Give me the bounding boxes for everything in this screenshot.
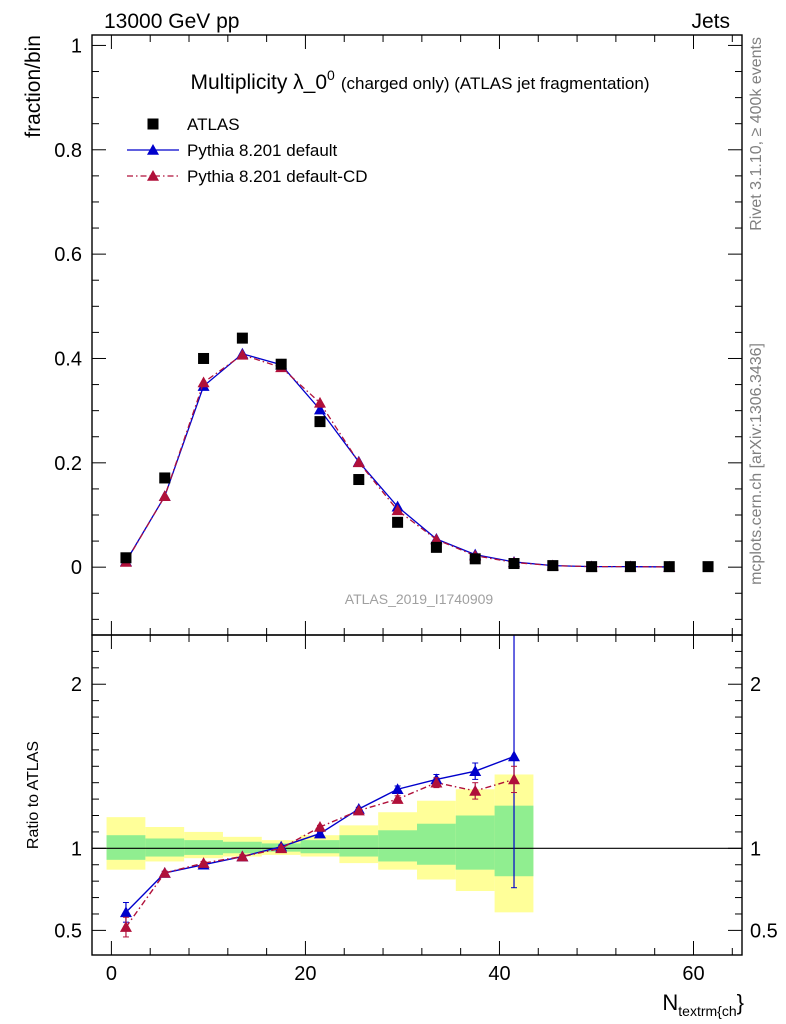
legend-label: Pythia 8.201 default <box>187 141 338 160</box>
watermark: ATLAS_2019_I1740909 <box>345 591 494 607</box>
ratio-point <box>158 866 171 878</box>
header-right: Jets <box>691 10 730 33</box>
ratio-y-tick-label-right: 1 <box>750 838 761 860</box>
ratio-point <box>508 750 521 762</box>
data-point <box>663 561 675 573</box>
title-suffix: (charged only) (ATLAS jet fragmentation) <box>341 74 650 93</box>
ratio-point <box>430 776 443 788</box>
main-plot: 0 0.2 0.4 0.6 0.8 1 ATLAS_2019_I1740909 Multi… <box>22 34 743 636</box>
ratio-point <box>508 773 521 785</box>
legend-marker <box>147 144 159 155</box>
y-tick-label: 0 <box>71 557 82 579</box>
y-tick-label: 0.6 <box>54 244 82 266</box>
plot-title: Multiplicity λ_00 (charged only) (ATLAS j… <box>191 67 650 94</box>
side-label-top: Rivet 3.1.10, ≥ 400k events <box>748 37 765 231</box>
uncertainty-band-inner <box>222 841 262 854</box>
ratio-y-tick-label-right: 2 <box>750 674 761 696</box>
x-tick-label: 0 <box>106 963 117 985</box>
uncertainty-band-inner <box>455 815 495 870</box>
data-point <box>275 358 287 370</box>
y-tick-label: 0.2 <box>54 453 82 475</box>
x-tick-label: 20 <box>294 963 316 985</box>
data-point <box>314 416 326 428</box>
uncertainty-band-inner <box>339 835 379 857</box>
ratio-point <box>352 804 365 816</box>
series-point <box>391 504 404 516</box>
series-point <box>313 396 326 408</box>
data-point <box>353 474 365 486</box>
data-point <box>586 561 598 573</box>
data-point <box>508 558 520 570</box>
series-line <box>125 354 670 568</box>
main-y-label: fraction/bin <box>22 35 45 138</box>
series-point <box>352 456 365 468</box>
data-point <box>392 516 404 528</box>
ratio-point <box>119 906 132 918</box>
data-point <box>547 560 559 572</box>
side-label-bottom: mcplots.cern.ch [arXiv:1306.3436] <box>748 343 765 585</box>
legend-label: Pythia 8.201 default-CD <box>187 167 368 186</box>
ratio-y-label: Ratio to ATLAS <box>25 741 42 849</box>
ratio-y-tick-label: 2 <box>71 674 82 696</box>
ratio-point <box>313 827 326 839</box>
ratio-point <box>197 857 210 868</box>
title-sup: 0 <box>327 67 335 83</box>
data-point <box>120 552 132 564</box>
y-tick-label: 0.8 <box>54 140 82 162</box>
series-point <box>430 533 443 545</box>
ratio-point <box>469 765 482 777</box>
uncertainty-band-inner <box>106 835 146 860</box>
series-point <box>313 403 326 415</box>
ratio-y-tick-label: 0.5 <box>54 920 82 942</box>
data-point <box>702 561 714 573</box>
ratio-plot-frame <box>91 634 743 956</box>
legend-marker <box>147 118 159 130</box>
x-label-sub: textrm{ch <box>678 1003 736 1019</box>
y-tick-label: 1 <box>71 35 82 57</box>
header-left: 13000 GeV pp <box>104 10 239 33</box>
legend-marker <box>147 170 159 181</box>
data-point <box>198 352 210 364</box>
uncertainty-band-inner <box>145 838 185 857</box>
ratio-point <box>391 793 404 804</box>
ratio-y-tick-label: 1 <box>71 838 82 860</box>
title-main: Multiplicity λ_0 <box>191 71 328 94</box>
ratio-point <box>119 921 132 932</box>
x-tick-label: 40 <box>488 963 510 985</box>
uncertainty-band-inner <box>417 823 456 865</box>
x-axis-label: Ntextrm{ch} <box>662 990 744 1019</box>
y-tick-label: 0.4 <box>54 348 82 370</box>
uncertainty-band-inner <box>300 840 340 854</box>
ratio-point <box>236 850 249 862</box>
x-tick-label: 60 <box>682 963 704 985</box>
ratio-point <box>469 784 482 796</box>
data-point <box>469 553 481 565</box>
x-label-main: N <box>662 990 678 1015</box>
ratio-y-tick-label-right: 0.5 <box>750 920 778 942</box>
data-point <box>236 332 248 344</box>
ratio-point <box>391 783 404 795</box>
ratio-point <box>275 842 288 854</box>
data-point <box>624 561 636 573</box>
data-point <box>159 472 171 484</box>
ratio-plot: 0.5 0.51 12 20 20 40 60 Ratio to ATLAS Ntextrm… <box>25 634 778 1019</box>
uncertainty-band-inner <box>378 830 417 862</box>
series-point <box>236 348 249 360</box>
x-label-suffix: } <box>737 990 744 1015</box>
ratio-point <box>313 821 326 832</box>
uncertainty-band-inner <box>184 840 223 855</box>
legend-label: ATLAS <box>187 115 240 134</box>
legend: ATLAS Pythia 8.201 default Pythia 8.201 de… <box>127 115 368 186</box>
data-point <box>430 541 442 553</box>
series-point <box>158 490 171 502</box>
series-point <box>197 376 210 388</box>
